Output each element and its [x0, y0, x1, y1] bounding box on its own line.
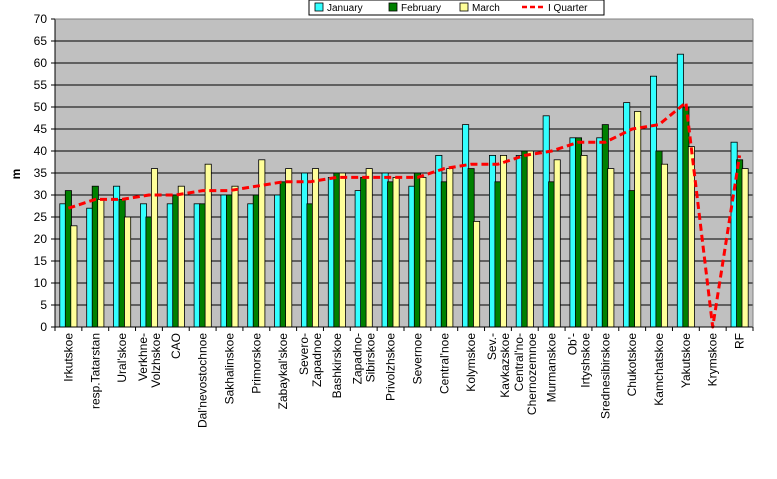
legend-label: February — [401, 3, 441, 14]
legend: January February March I Quarter — [308, 0, 605, 16]
x-category-label: resp.Tatarstan — [88, 333, 102, 409]
bar-march — [607, 168, 615, 328]
legend-swatch — [314, 2, 324, 12]
y-tick-label: 0 — [40, 320, 47, 334]
y-tick-label: 5 — [40, 298, 47, 312]
x-category-label: Irkutskoe — [61, 333, 75, 382]
y-tick-label: 20 — [34, 232, 48, 246]
y-tick-label: 65 — [34, 34, 48, 48]
y-tick-label: 15 — [34, 254, 48, 268]
bar-march — [473, 220, 481, 328]
bar-march — [150, 168, 158, 328]
quarter-line — [67, 101, 742, 329]
bar-march — [231, 185, 239, 328]
y-axis-title: m — [9, 169, 23, 180]
x-category-label: Kolymskoe — [464, 333, 478, 392]
y-tick-label: 70 — [34, 12, 48, 26]
x-category-label: Krymskoe — [706, 333, 720, 387]
bar-march — [124, 216, 132, 328]
bar-march — [661, 163, 669, 328]
legend-swatch — [459, 2, 469, 12]
bar-march — [446, 168, 454, 328]
legend-label: March — [472, 3, 500, 14]
bars — [59, 53, 749, 328]
bar-march — [553, 159, 561, 328]
legend-swatch — [388, 2, 398, 12]
x-category-label: Zabaykal'skoe — [276, 333, 290, 410]
y-tick-label: 30 — [34, 188, 48, 202]
x-category-label: Bashkirskoe — [330, 333, 344, 399]
x-category-label: Ural'skoe — [115, 333, 129, 383]
x-category-label: Central'no-Chernozemnoe — [512, 333, 539, 415]
x-category-label: Yakutskoe — [679, 333, 693, 388]
y-tick-label: 35 — [34, 166, 48, 180]
bar-march — [392, 176, 400, 328]
x-category-label: Severnoe — [410, 333, 424, 385]
axes — [54, 18, 754, 331]
y-tick-label: 10 — [34, 276, 48, 290]
x-category-label: Sakhalinskoe — [223, 333, 237, 405]
x-category-label: Chukotskoe — [625, 333, 639, 397]
x-category-label: Central'noe — [437, 333, 451, 394]
bar-march — [204, 163, 212, 328]
legend-box — [308, 0, 605, 16]
y-tick-label: 55 — [34, 78, 48, 92]
x-category-label: Sev.-Kavkazskoe — [485, 333, 512, 398]
bar-march — [526, 150, 534, 328]
x-category-label: Srednesibirskoe — [598, 333, 612, 419]
x-category-label: Severo-Zapadnoe — [297, 333, 324, 387]
bar-march — [419, 176, 427, 328]
x-category-label: Kamchatskoe — [652, 333, 666, 406]
bar-march — [580, 154, 588, 328]
legend-label: January — [327, 3, 363, 14]
x-category-label: Primorskoe — [249, 333, 263, 394]
bar-march — [741, 168, 749, 328]
bar-march — [311, 168, 319, 328]
y-tick-label: 60 — [34, 56, 48, 70]
legend-label: I Quarter — [548, 3, 588, 14]
bar-march — [365, 168, 373, 328]
line-quarter — [67, 101, 742, 329]
bar-march — [97, 198, 105, 328]
bar-march — [634, 111, 642, 328]
bar-march — [285, 168, 293, 328]
bar-march — [338, 172, 346, 328]
y-tick-label: 25 — [34, 210, 48, 224]
bar-march — [70, 225, 78, 328]
x-category-label: RF — [733, 333, 747, 349]
x-category-labels: Irkutskoe resp.Tatarstan Ural'skoe Verkhne-… — [61, 333, 746, 428]
x-category-label: Murmanskoe — [545, 333, 559, 403]
y-tick-label: 45 — [34, 122, 48, 136]
bar-march — [177, 185, 185, 328]
x-category-label: Verkhne-Volzhskoe — [136, 333, 163, 388]
y-tick-label: 40 — [34, 144, 48, 158]
y-tick-labels: 0 5 10 15 20 25 30 35 40 45 50 55 60 65 70 — [34, 12, 55, 334]
x-category-label: CAO — [169, 333, 183, 359]
x-category-label: Dal'nevostochnoe — [196, 333, 210, 428]
bar-march — [499, 154, 507, 328]
x-category-label: Zapadno-Sibirskoe — [351, 333, 378, 385]
x-category-label: Privolzhskoe — [384, 333, 398, 401]
y-tick-label: 50 — [34, 100, 48, 114]
x-category-label: Ob'-Irtyshskoe — [566, 333, 593, 388]
